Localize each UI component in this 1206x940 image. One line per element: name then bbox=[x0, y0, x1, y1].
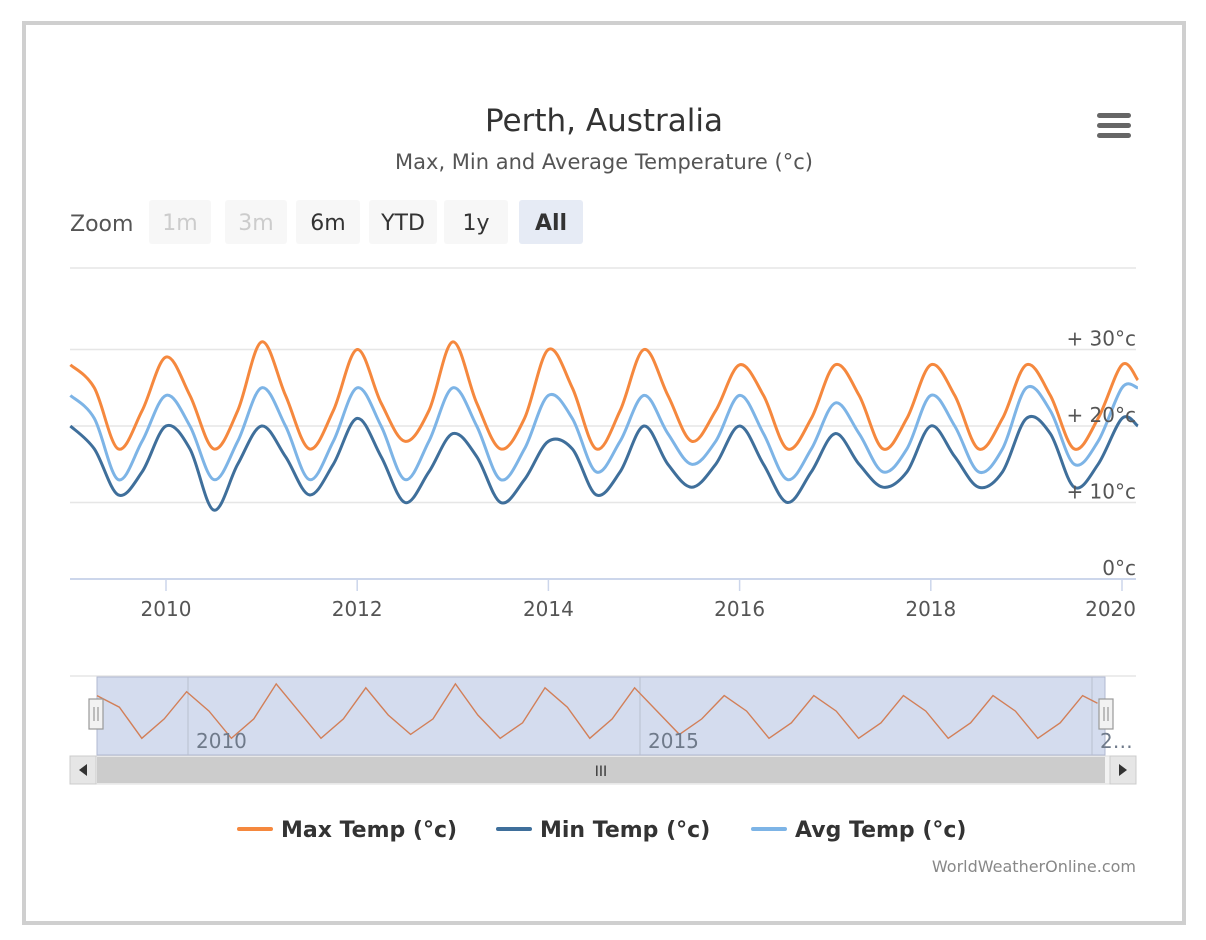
credits-link[interactable]: WorldWeatherOnline.com bbox=[932, 857, 1136, 876]
gridlines bbox=[70, 348, 1136, 504]
zoom-button-6m[interactable]: 6m bbox=[296, 200, 360, 244]
zoom-button-1y[interactable]: 1y bbox=[444, 200, 508, 244]
x-tick-label: 2014 bbox=[523, 597, 574, 621]
zoom-button-3m[interactable]: 3m bbox=[225, 200, 287, 244]
navigator-tick-label: 2015 bbox=[648, 729, 699, 753]
series-lines bbox=[69, 340, 1140, 512]
navigator-series-line bbox=[96, 682, 1098, 740]
arrow-right-icon[interactable] bbox=[1109, 755, 1137, 785]
zoom-button-label: All bbox=[535, 211, 567, 236]
x-tick-label: 2020 bbox=[1085, 597, 1136, 621]
scrollbar-thumb[interactable] bbox=[97, 757, 1105, 783]
y-tick-label: + 30°c bbox=[1066, 327, 1136, 351]
x-tick-label: 2010 bbox=[141, 597, 192, 621]
zoom-button-label: 3m bbox=[238, 211, 273, 236]
scrollbar[interactable]: III bbox=[69, 755, 1137, 785]
chart-title: Perth, Australia bbox=[485, 103, 723, 139]
navigator-gridlines bbox=[187, 677, 1093, 755]
chart-subtitle: Max, Min and Average Temperature (°c) bbox=[395, 150, 813, 174]
legend-item-avg-temp[interactable]: Avg Temp (°c) bbox=[751, 818, 966, 843]
navigator-x-axis: 2010 2015 2… bbox=[196, 729, 1133, 753]
hamburger-menu-icon[interactable] bbox=[1097, 113, 1131, 138]
legend-label: Avg Temp (°c) bbox=[795, 818, 966, 843]
navigator-tick-label: 2… bbox=[1100, 729, 1133, 753]
x-axis: 2010 2012 2014 2016 2018 2020 bbox=[141, 579, 1136, 621]
zoom-button-group: 1m 3m 6m YTD 1y All bbox=[149, 200, 583, 244]
y-axis: 0°c + 10°c + 20°c + 30°c bbox=[1066, 327, 1136, 581]
zoom-button-ytd[interactable]: YTD bbox=[369, 200, 437, 244]
legend-item-max-temp[interactable]: Max Temp (°c) bbox=[237, 818, 457, 843]
zoom-button-label: 1y bbox=[462, 211, 489, 236]
navigator-handle-left[interactable] bbox=[88, 698, 104, 730]
zoom-label: Zoom bbox=[70, 212, 133, 237]
max-temp-line[interactable] bbox=[69, 340, 1140, 451]
zoom-button-all[interactable]: All bbox=[519, 200, 583, 244]
zoom-button-label: YTD bbox=[380, 211, 425, 236]
chart-svg: Perth, Australia Max, Min and Average Te… bbox=[69, 103, 1140, 876]
scrollbar-grip-icon[interactable]: III bbox=[595, 764, 607, 780]
y-tick-label: + 20°c bbox=[1066, 403, 1136, 427]
navigator-tick-label: 2010 bbox=[196, 729, 247, 753]
min-temp-line[interactable] bbox=[69, 414, 1139, 512]
navigator-selected-range[interactable] bbox=[96, 676, 1106, 756]
x-tick-label: 2016 bbox=[714, 597, 765, 621]
x-tick-label: 2018 bbox=[905, 597, 956, 621]
arrow-left-icon[interactable] bbox=[69, 755, 97, 785]
avg-temp-line[interactable] bbox=[69, 382, 1139, 482]
y-tick-label: + 10°c bbox=[1066, 480, 1136, 504]
zoom-button-1m[interactable]: 1m bbox=[149, 200, 211, 244]
zoom-button-label: 1m bbox=[162, 211, 197, 236]
x-tick-label: 2012 bbox=[332, 597, 383, 621]
legend-label: Max Temp (°c) bbox=[281, 818, 457, 843]
zoom-button-label: 6m bbox=[310, 211, 345, 236]
y-tick-label: 0°c bbox=[1102, 556, 1136, 580]
navigator[interactable]: 2010 2015 2… bbox=[70, 675, 1136, 756]
legend-label: Min Temp (°c) bbox=[540, 818, 710, 843]
legend: Max Temp (°c) Min Temp (°c) Avg Temp (°c) bbox=[237, 818, 966, 843]
navigator-handle-right[interactable] bbox=[1098, 698, 1114, 730]
chart-container: Perth, Australia Max, Min and Average Te… bbox=[22, 21, 1186, 925]
legend-item-min-temp[interactable]: Min Temp (°c) bbox=[496, 818, 710, 843]
